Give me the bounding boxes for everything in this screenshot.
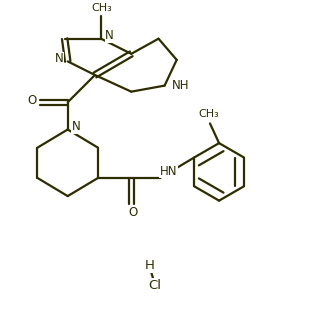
Text: N: N (105, 29, 114, 42)
Text: O: O (27, 94, 37, 107)
Text: CH₃: CH₃ (198, 109, 219, 120)
Text: NH: NH (172, 79, 189, 92)
Text: HN: HN (160, 165, 177, 178)
Text: N: N (55, 52, 64, 66)
Text: Cl: Cl (148, 279, 161, 292)
Text: CH₃: CH₃ (91, 4, 112, 14)
Text: N: N (72, 120, 81, 133)
Text: O: O (128, 206, 137, 219)
Text: H: H (145, 259, 154, 272)
